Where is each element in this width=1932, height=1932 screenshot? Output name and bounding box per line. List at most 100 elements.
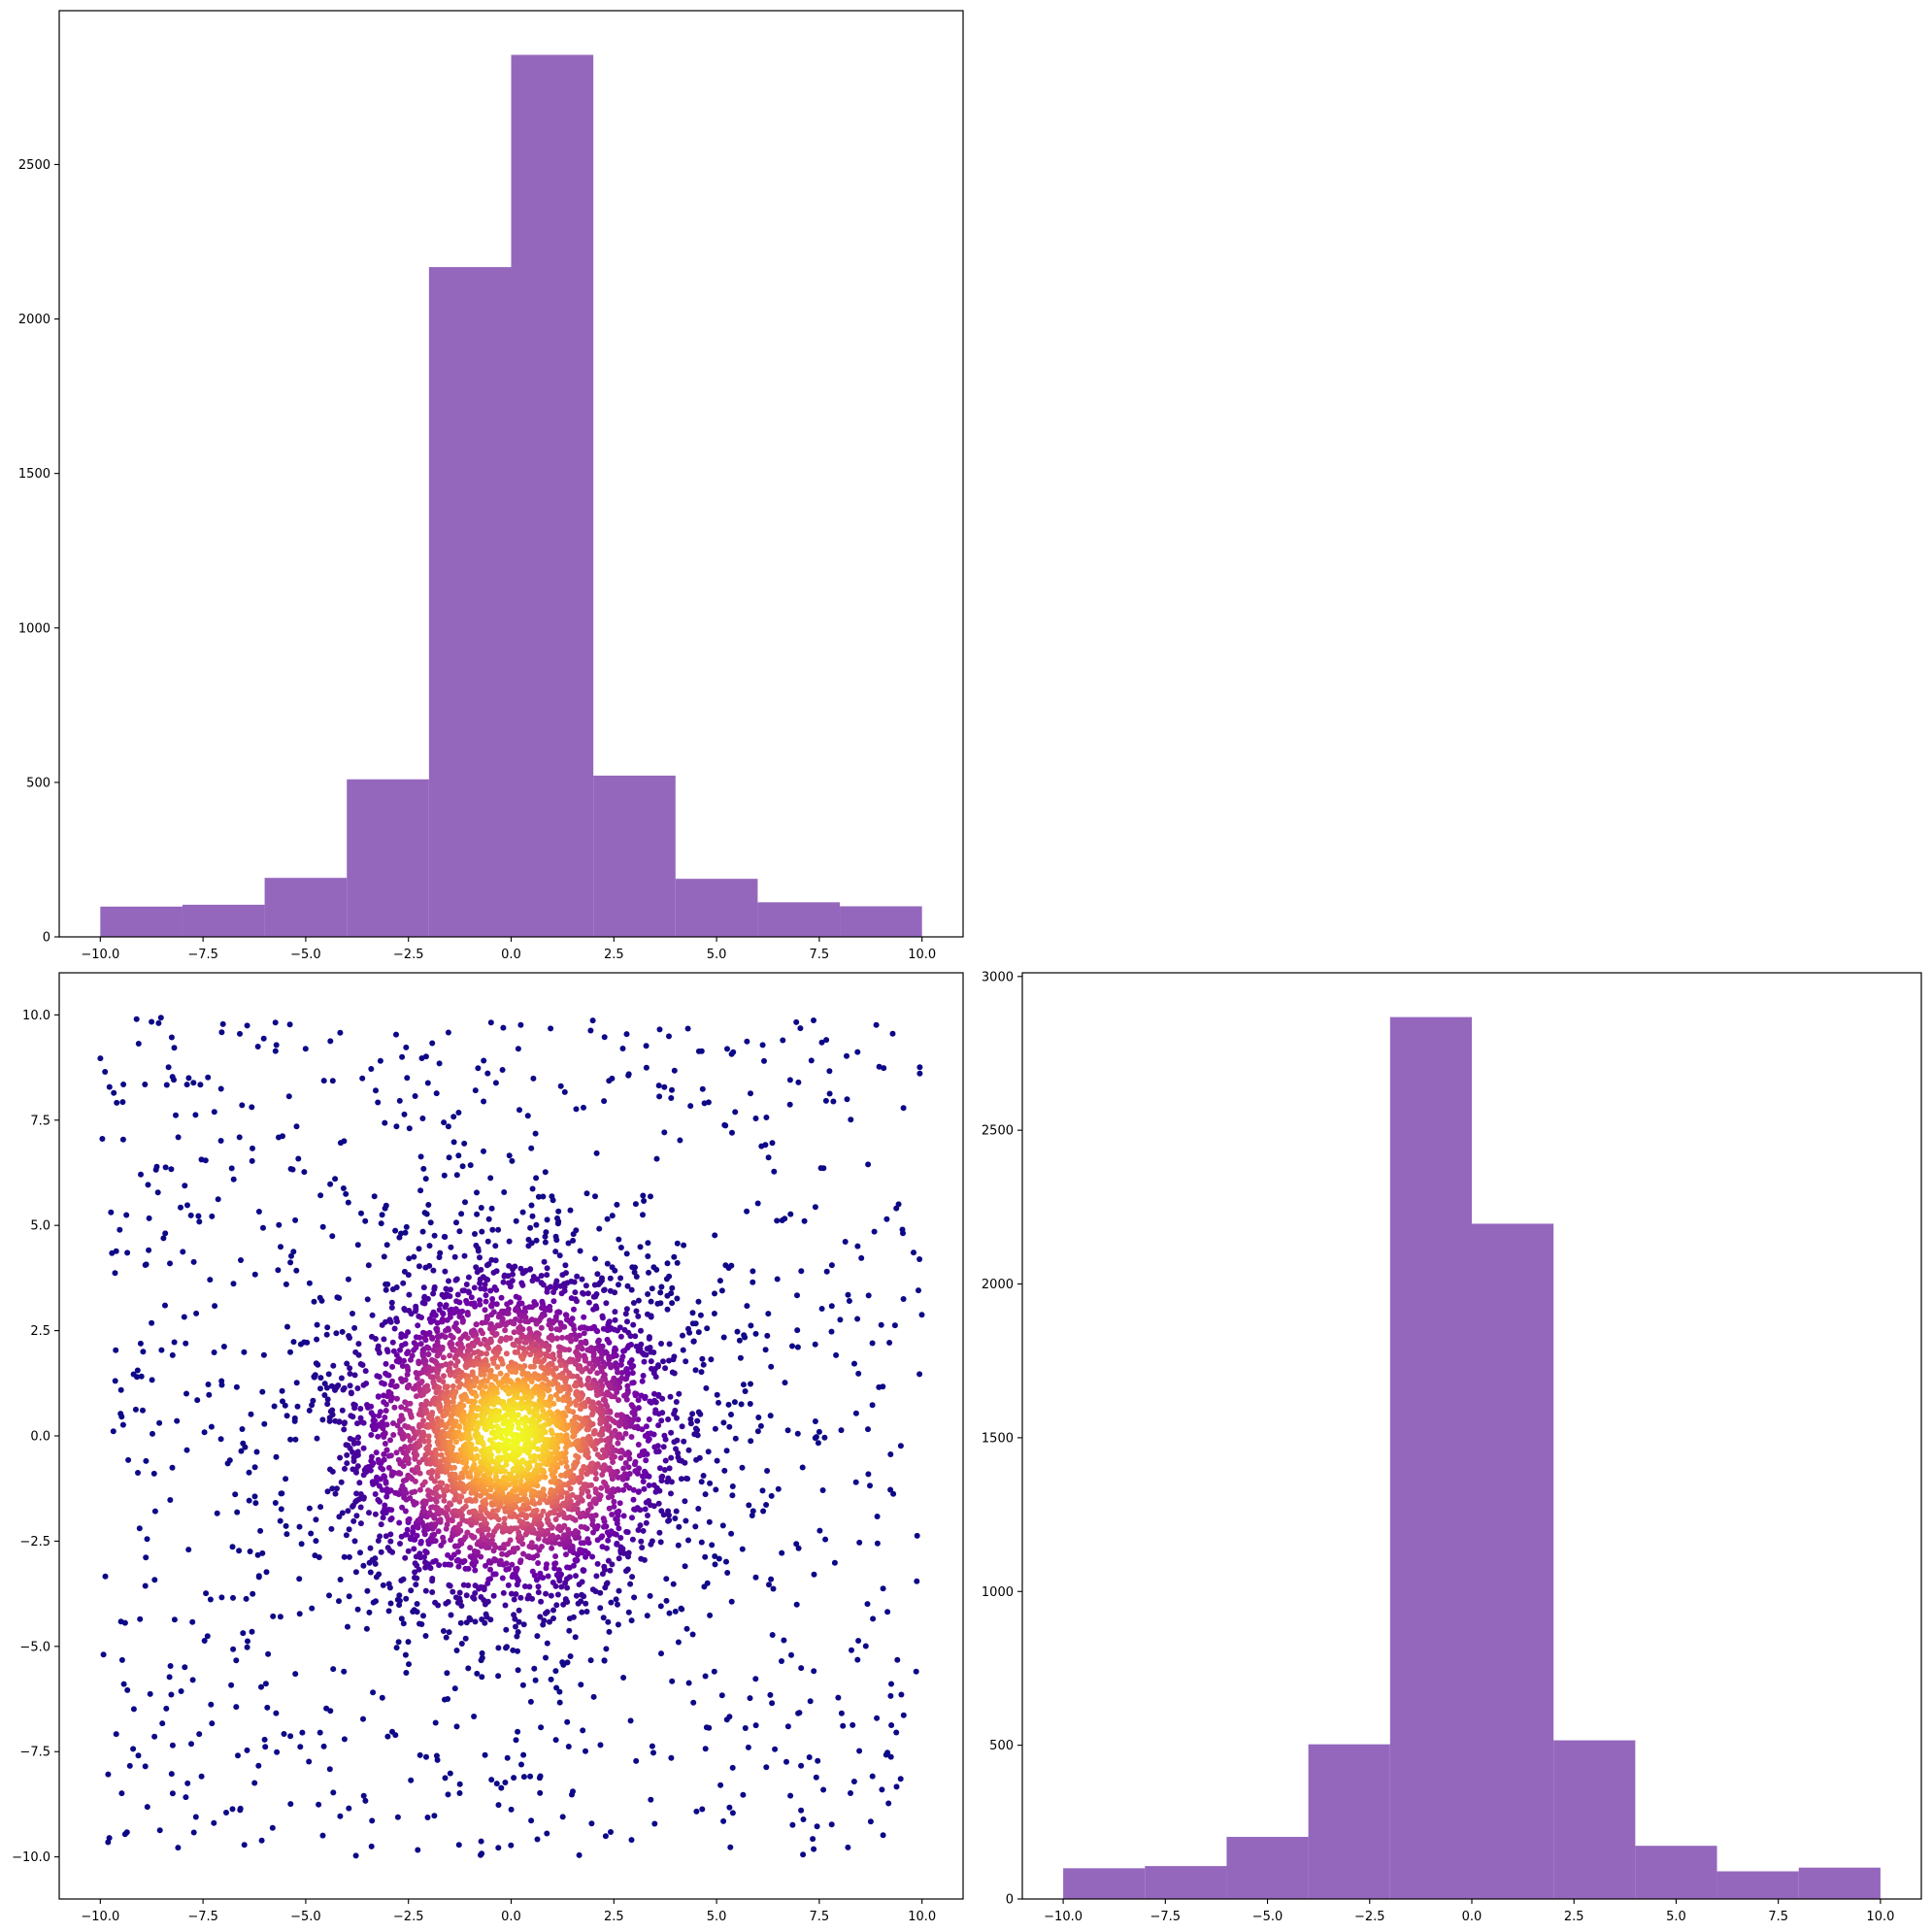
scatter-point: [126, 1762, 133, 1769]
scatter-point: [548, 1479, 554, 1485]
scatter-point: [890, 1490, 897, 1497]
scatter-point: [445, 1029, 451, 1036]
scatter-point: [168, 1034, 175, 1041]
scatter-point: [856, 1748, 863, 1754]
scatter-point: [412, 1093, 418, 1099]
scatter-point: [607, 1287, 614, 1294]
scatter-point: [387, 1452, 394, 1459]
scatter-point: [533, 1237, 540, 1244]
scatter-point: [106, 1083, 113, 1090]
scatter-point: [594, 1560, 601, 1567]
scatter-point: [437, 1516, 444, 1523]
scatter-point: [323, 1331, 330, 1338]
scatter-point: [431, 1232, 438, 1239]
scatter-point: [401, 1357, 407, 1364]
scatter-point: [593, 1438, 600, 1445]
scatter-point: [278, 1506, 284, 1513]
scatter-point: [584, 1507, 591, 1514]
scatter-point: [157, 1015, 164, 1021]
scatter-point: [447, 1352, 453, 1359]
scatter-point: [383, 1533, 389, 1540]
scatter-point: [155, 1019, 162, 1026]
scatter-point: [264, 1704, 271, 1711]
scatter-point: [337, 1454, 344, 1461]
scatter-point: [584, 1347, 591, 1353]
scatter-point: [583, 1748, 588, 1754]
scatter-point: [169, 1464, 176, 1471]
scatter-point: [755, 1415, 762, 1420]
scatter-point: [532, 1130, 539, 1137]
scatter-point: [571, 1306, 577, 1313]
scatter-point: [626, 1455, 633, 1462]
scatter-point: [367, 1569, 374, 1576]
scatter-point: [527, 1773, 534, 1780]
scatter-point: [665, 1508, 672, 1515]
scatter-point: [891, 1322, 898, 1329]
scatter-point: [207, 1277, 214, 1283]
scatter-point: [675, 1639, 682, 1646]
scatter-point: [483, 1292, 489, 1299]
scatter-point: [472, 1231, 478, 1237]
scatter-point: [190, 1829, 197, 1836]
scatter-point: [525, 1505, 532, 1512]
scatter-point: [345, 1276, 351, 1282]
scatter-point: [135, 1752, 142, 1759]
scatter-point: [540, 1407, 547, 1414]
scatter-point: [373, 1449, 380, 1456]
scatter-point: [159, 1720, 166, 1727]
scatter-point: [553, 1420, 560, 1427]
scatter-point: [144, 1536, 150, 1543]
scatter-point: [506, 1152, 513, 1159]
scatter-point: [838, 1427, 845, 1434]
scatter-point: [519, 1282, 526, 1288]
scatter-point: [601, 1287, 607, 1293]
scatter-point: [513, 1737, 519, 1744]
scatter-point: [504, 1301, 511, 1308]
scatter-point: [516, 1295, 522, 1301]
scatter-point: [519, 1209, 526, 1216]
scatter-point: [794, 1292, 800, 1299]
scatter-point: [408, 1414, 415, 1420]
scatter-point: [426, 1243, 433, 1249]
scatter-point: [418, 1379, 425, 1384]
scatter-point: [423, 1753, 429, 1760]
scatter-point: [674, 1240, 681, 1247]
scatter-point: [603, 1300, 610, 1307]
scatter-point: [524, 1553, 531, 1560]
scatter-point: [692, 1367, 699, 1374]
scatter-point: [287, 1801, 294, 1808]
scatter-point: [514, 1565, 520, 1572]
scatter-point: [441, 1172, 448, 1179]
scatter-point: [327, 1181, 334, 1187]
scatter-point: [828, 1821, 835, 1828]
scatter-point: [261, 1420, 268, 1427]
scatter-point: [583, 1470, 590, 1477]
scatter-point: [234, 1509, 241, 1516]
scatter-point: [752, 1116, 759, 1121]
scatter-point: [854, 1049, 861, 1055]
histogram-top-left-y-tick-label: 2500: [18, 158, 50, 173]
scatter-point: [502, 1780, 509, 1785]
scatter-point: [627, 1333, 634, 1340]
scatter-point: [387, 1531, 394, 1538]
scatter-point: [885, 1800, 892, 1807]
scatter-point: [423, 1211, 430, 1217]
scatter-point: [506, 1566, 512, 1572]
scatter-point: [483, 1350, 490, 1357]
scatter-point: [516, 1317, 523, 1324]
scatter-point: [137, 1616, 144, 1622]
scatter-point: [779, 1549, 785, 1556]
scatter-point: [645, 1240, 651, 1247]
scatter-point: [581, 1104, 586, 1111]
scatter-point: [368, 1432, 375, 1438]
scatter-point: [483, 1298, 489, 1305]
scatter-point: [732, 1435, 739, 1442]
scatter-point: [508, 1525, 515, 1532]
scatter-point: [581, 1314, 587, 1320]
scatter-point: [483, 1562, 488, 1569]
scatter-point: [562, 1379, 569, 1385]
scatter-point: [569, 1417, 576, 1424]
scatter-point: [641, 1358, 648, 1365]
scatter-point: [752, 1330, 759, 1337]
scatter-point: [417, 1341, 424, 1348]
